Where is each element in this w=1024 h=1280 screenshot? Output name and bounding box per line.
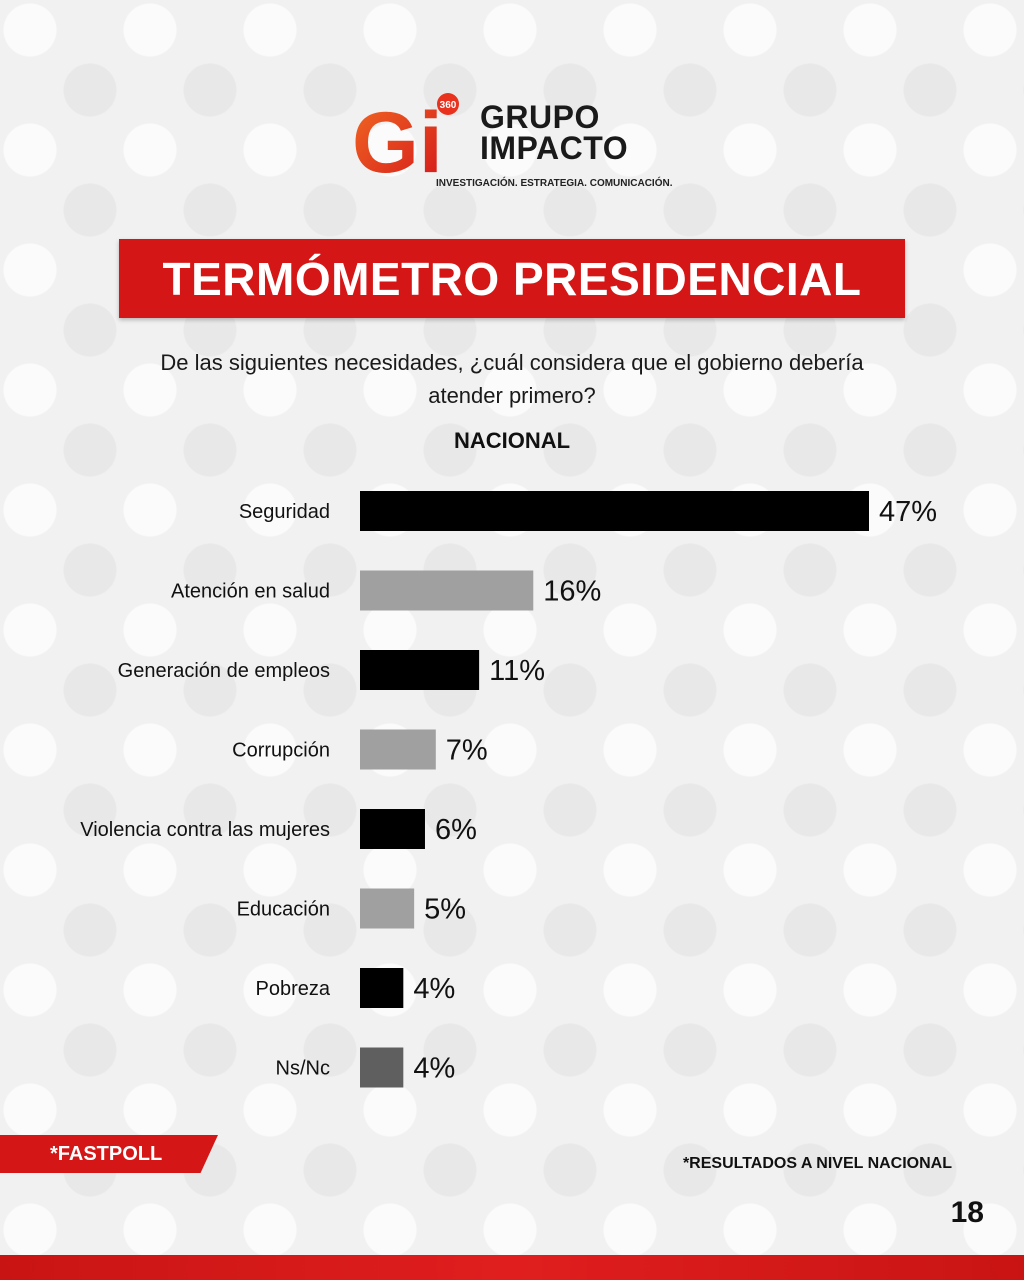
bar <box>360 1047 404 1088</box>
category-label: Atención en salud <box>171 581 330 603</box>
bottom-bar <box>0 1255 1024 1280</box>
category-label: Educación <box>237 899 330 921</box>
bar <box>360 809 425 849</box>
page-number: 18 <box>950 1196 984 1229</box>
value-label: 5% <box>424 894 466 926</box>
category-label: Violencia contra las mujeres <box>80 819 330 841</box>
survey-question: De las siguientes necesidades, ¿cuál con… <box>160 350 864 408</box>
value-label: 7% <box>446 735 488 767</box>
value-label: 11% <box>489 655 545 687</box>
bar-chart: Seguridad 47% Atención en salud 16% Generaci… <box>80 491 937 1088</box>
category-label: Corrupción <box>232 740 330 762</box>
bar <box>360 570 534 611</box>
value-label: 6% <box>435 814 477 846</box>
results-footnote: *RESULTADOS A NIVEL NACIONAL <box>682 1155 952 1172</box>
category-label: Generación de empleos <box>118 660 330 682</box>
fastpoll-tag: *FASTPOLL <box>0 1135 218 1173</box>
value-label: 4% <box>413 1053 455 1085</box>
gi-logo-mark: Gi 360 <box>352 93 459 187</box>
svg-text:360: 360 <box>440 100 457 111</box>
category-label: Seguridad <box>239 501 330 523</box>
title-banner: TERMÓMETRO PRESIDENCIAL <box>119 239 905 318</box>
logo-line-1: GRUPO <box>480 99 600 135</box>
value-label: 47% <box>879 496 937 528</box>
bar <box>360 968 404 1008</box>
category-label: Pobreza <box>256 978 331 1000</box>
logo-tagline: INVESTIGACIÓN. ESTRATEGIA. COMUNICACIÓN. <box>436 178 673 189</box>
chart-title: TERMÓMETRO PRESIDENCIAL <box>162 252 862 305</box>
svg-text:Gi: Gi <box>352 95 443 187</box>
category-label: Ns/Nc <box>276 1058 330 1080</box>
bar <box>360 888 415 929</box>
chart-subtitle: NACIONAL <box>453 428 571 453</box>
bar <box>360 650 480 690</box>
value-label: 4% <box>413 973 455 1005</box>
logo-line-2: IMPACTO <box>480 130 629 166</box>
logo-wordmark: GRUPO IMPACTO <box>480 99 629 166</box>
grupo-impacto-logo: Gi 360 GRUPO IMPACTO INVESTIGACIÓN. ESTR… <box>352 92 682 192</box>
bar <box>360 491 869 531</box>
value-label: 16% <box>543 576 601 608</box>
bar <box>360 729 436 770</box>
